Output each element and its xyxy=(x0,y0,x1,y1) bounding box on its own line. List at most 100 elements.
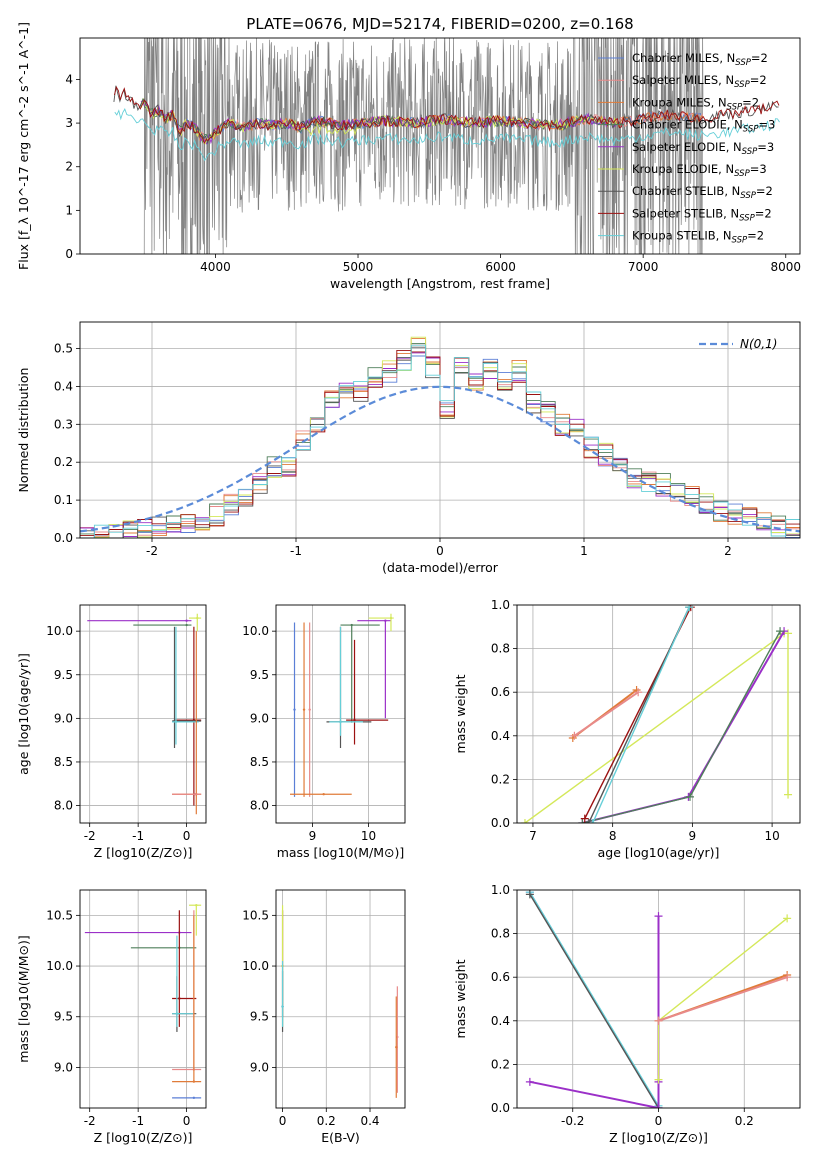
data-point xyxy=(281,1005,284,1008)
weight-line-kroupa_stelib xyxy=(529,891,660,1107)
y-tick-label: 0 xyxy=(65,247,73,261)
legend-entry: Kroupa MILES, NSSP=2 xyxy=(632,95,759,112)
data-point xyxy=(175,1012,179,1015)
legend-text: =2 xyxy=(751,51,768,65)
model-line-kroupa_stelib xyxy=(114,108,780,162)
y-tick-label: 9.5 xyxy=(250,668,269,682)
legend-sub: SSP xyxy=(734,169,750,179)
y-tick-label: 0.8 xyxy=(491,927,510,941)
marker xyxy=(776,627,785,636)
y-tick-label: 8.5 xyxy=(54,755,73,769)
legend-text: Salpeter STELIB, N xyxy=(632,206,739,220)
y-tick-label: 9.0 xyxy=(54,711,73,725)
legend-sub: SSP xyxy=(734,80,750,90)
y-axis-label: age [log10(age/yr)] xyxy=(16,653,31,775)
x-tick-label: 9 xyxy=(689,829,697,843)
x-tick-label: 2 xyxy=(724,544,732,558)
legend-text: =3 xyxy=(758,118,775,132)
marker xyxy=(783,914,792,923)
legend-sub: SSP xyxy=(732,236,748,246)
weight-line-salpeter_miles xyxy=(573,691,639,737)
x-axis-label: (data-model)/error xyxy=(382,560,499,575)
marker xyxy=(654,1104,663,1108)
x-axis-label: Z [log10(Z/Z⊙)] xyxy=(94,845,193,860)
panel-mass-vs-EBV: 0 0.2 0.4 9.0 9.5 10.0 10.5 E(B-V) xyxy=(242,889,406,1145)
y-tick-label: 1 xyxy=(65,203,73,217)
axes-frame xyxy=(275,604,406,824)
data-point xyxy=(322,793,325,796)
data-point xyxy=(185,619,188,622)
marker xyxy=(685,605,694,612)
y-tick-label: 2 xyxy=(65,160,73,174)
marker xyxy=(784,629,793,638)
y-axis-label: Normed distribution xyxy=(16,368,31,493)
model-line-salpeter_stelib xyxy=(113,86,780,145)
y-tick-label: 3 xyxy=(65,116,73,130)
panel-spectrum: 4000 5000 6000 7000 8000 0 1 2 3 4 wavelength [Ang… xyxy=(16,22,801,291)
x-tick-label: 7 xyxy=(529,829,537,843)
plot-area xyxy=(84,904,202,1100)
legend-sub: SSP xyxy=(735,58,751,68)
panel-mass-vs-Z: -2 -1 0 9.0 9.5 10.0 10.5 Z [log10(Z/Z⊙)] mass [… xyxy=(16,889,207,1145)
x-tick-label: 0 xyxy=(436,544,444,558)
y-tick-label: 1.0 xyxy=(491,598,510,612)
legend-text: Chabrier ELODIE, N xyxy=(632,118,743,132)
plot-area xyxy=(520,605,793,823)
legend-entry: Salpeter STELIB, NSSP=2 xyxy=(632,206,772,223)
y-axis-label: mass [log10(M/M⊙)] xyxy=(16,935,31,1063)
x-tick-label: 1 xyxy=(580,544,588,558)
legend-sub: SSP xyxy=(742,147,758,157)
legend-entry: Salpeter MILES, NSSP=2 xyxy=(632,73,767,90)
data-point xyxy=(196,616,199,620)
marker xyxy=(654,1016,663,1025)
y-tick-label: 0.2 xyxy=(491,772,510,786)
y-axis-label: mass weight xyxy=(453,674,468,753)
y-tick-label: 9.5 xyxy=(54,668,73,682)
y-tick-label: 0.3 xyxy=(54,417,73,431)
axes-frame xyxy=(275,889,406,1109)
y-tick-label: 0.8 xyxy=(491,642,510,656)
x-tick-label: -2 xyxy=(146,544,158,558)
data-point xyxy=(195,904,198,907)
y-axis-label: Flux [f_λ 10^-17 erg cm^-2 s^-1 A^-1] xyxy=(16,22,31,270)
x-tick-label: 10 xyxy=(361,829,376,843)
x-tick-label: 10 xyxy=(764,829,779,843)
legend-entry: Salpeter ELODIE, NSSP=3 xyxy=(632,140,774,157)
x-tick-label: 0 xyxy=(279,1114,287,1128)
axes-frame xyxy=(516,604,801,824)
x-tick-label: -1 xyxy=(132,1114,144,1128)
plot-area xyxy=(87,613,202,815)
y-tick-label: 10.5 xyxy=(46,908,73,922)
data-point xyxy=(339,720,342,724)
y-tick-label: 10.0 xyxy=(242,624,269,638)
data-point xyxy=(384,619,387,622)
y-tick-label: 9.5 xyxy=(54,1010,73,1024)
x-tick-label: 0 xyxy=(655,1114,663,1128)
x-axis-label: E(B-V) xyxy=(321,1130,360,1145)
y-tick-label: 0.4 xyxy=(491,1014,510,1028)
legend-entry: Kroupa STELIB, NSSP=2 xyxy=(632,229,764,246)
y-tick-label: 0.4 xyxy=(491,729,510,743)
legend-entry: Kroupa ELODIE, NSSP=3 xyxy=(632,162,767,179)
x-axis-label: mass [log10(M/M⊙)] xyxy=(277,845,405,860)
panel-mass-weight-vs-Z: -0.2 0 0.2 0.0 0.2 0.4 0.6 0.8 1.0 Z [log10(Z/Z⊙)… xyxy=(453,883,801,1145)
x-tick-label: 8000 xyxy=(770,260,801,274)
marker xyxy=(520,819,529,823)
y-tick-label: 0.2 xyxy=(491,1057,510,1071)
x-tick-label: 6000 xyxy=(485,260,516,274)
legend-text: Kroupa STELIB, N xyxy=(632,229,732,243)
panel-age-vs-Z: -2 -1 0 8.0 8.5 9.0 9.5 10.0 Z [log10(Z/Z⊙)] age … xyxy=(16,604,207,860)
y-tick-label: 10.0 xyxy=(242,959,269,973)
x-tick-label: -2 xyxy=(84,1114,96,1128)
plot-area xyxy=(290,613,394,797)
legend-text: =2 xyxy=(755,206,772,220)
legend-text: Salpeter MILES, N xyxy=(632,73,734,87)
model-line-salpeter_elodie xyxy=(140,100,617,145)
axes-frame xyxy=(79,37,801,255)
y-tick-label: 0.0 xyxy=(54,531,73,545)
x-axis-label: Z [log10(Z/Z⊙)] xyxy=(609,1130,708,1145)
panel-mass-weight-vs-age: 7 8 9 10 0.0 0.2 0.4 0.6 0.8 1.0 age [log10(age/yr… xyxy=(453,598,801,860)
plot-area xyxy=(80,336,800,538)
data-point xyxy=(389,616,393,620)
